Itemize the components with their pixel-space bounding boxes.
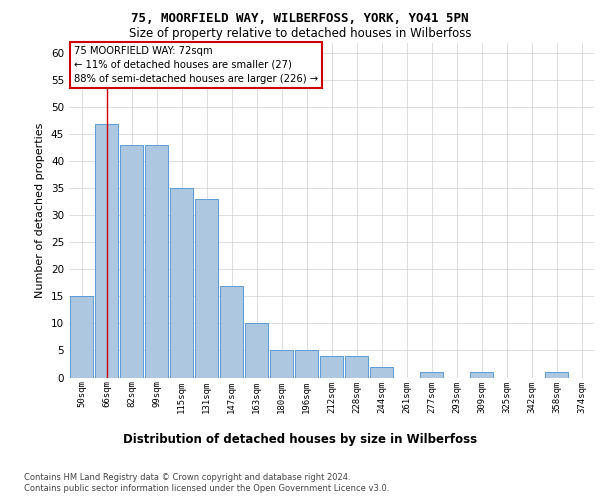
- Bar: [95, 124, 118, 378]
- Text: Distribution of detached houses by size in Wilberfoss: Distribution of detached houses by size …: [123, 432, 477, 446]
- Bar: [119, 145, 143, 378]
- Bar: [220, 286, 244, 378]
- Bar: [419, 372, 443, 378]
- Bar: [145, 145, 169, 378]
- Bar: [370, 366, 394, 378]
- Text: Contains public sector information licensed under the Open Government Licence v3: Contains public sector information licen…: [24, 484, 389, 493]
- Text: Size of property relative to detached houses in Wilberfoss: Size of property relative to detached ho…: [129, 28, 471, 40]
- Bar: [245, 324, 268, 378]
- Bar: [269, 350, 293, 378]
- Text: 75 MOORFIELD WAY: 72sqm
← 11% of detached houses are smaller (27)
88% of semi-de: 75 MOORFIELD WAY: 72sqm ← 11% of detache…: [74, 46, 319, 84]
- Y-axis label: Number of detached properties: Number of detached properties: [35, 122, 46, 298]
- Bar: [295, 350, 319, 378]
- Bar: [194, 199, 218, 378]
- Text: Contains HM Land Registry data © Crown copyright and database right 2024.: Contains HM Land Registry data © Crown c…: [24, 472, 350, 482]
- Bar: [470, 372, 493, 378]
- Bar: [545, 372, 568, 378]
- Bar: [320, 356, 343, 378]
- Bar: [344, 356, 368, 378]
- Bar: [170, 188, 193, 378]
- Text: 75, MOORFIELD WAY, WILBERFOSS, YORK, YO41 5PN: 75, MOORFIELD WAY, WILBERFOSS, YORK, YO4…: [131, 12, 469, 26]
- Bar: [70, 296, 94, 378]
